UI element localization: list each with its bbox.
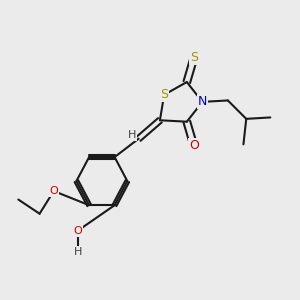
Text: N: N <box>198 95 207 108</box>
Text: S: S <box>160 88 168 101</box>
Text: O: O <box>50 186 58 196</box>
Text: O: O <box>74 226 82 236</box>
Text: H: H <box>128 130 136 140</box>
Text: O: O <box>189 139 199 152</box>
Text: S: S <box>190 52 198 64</box>
Text: H: H <box>74 247 82 257</box>
